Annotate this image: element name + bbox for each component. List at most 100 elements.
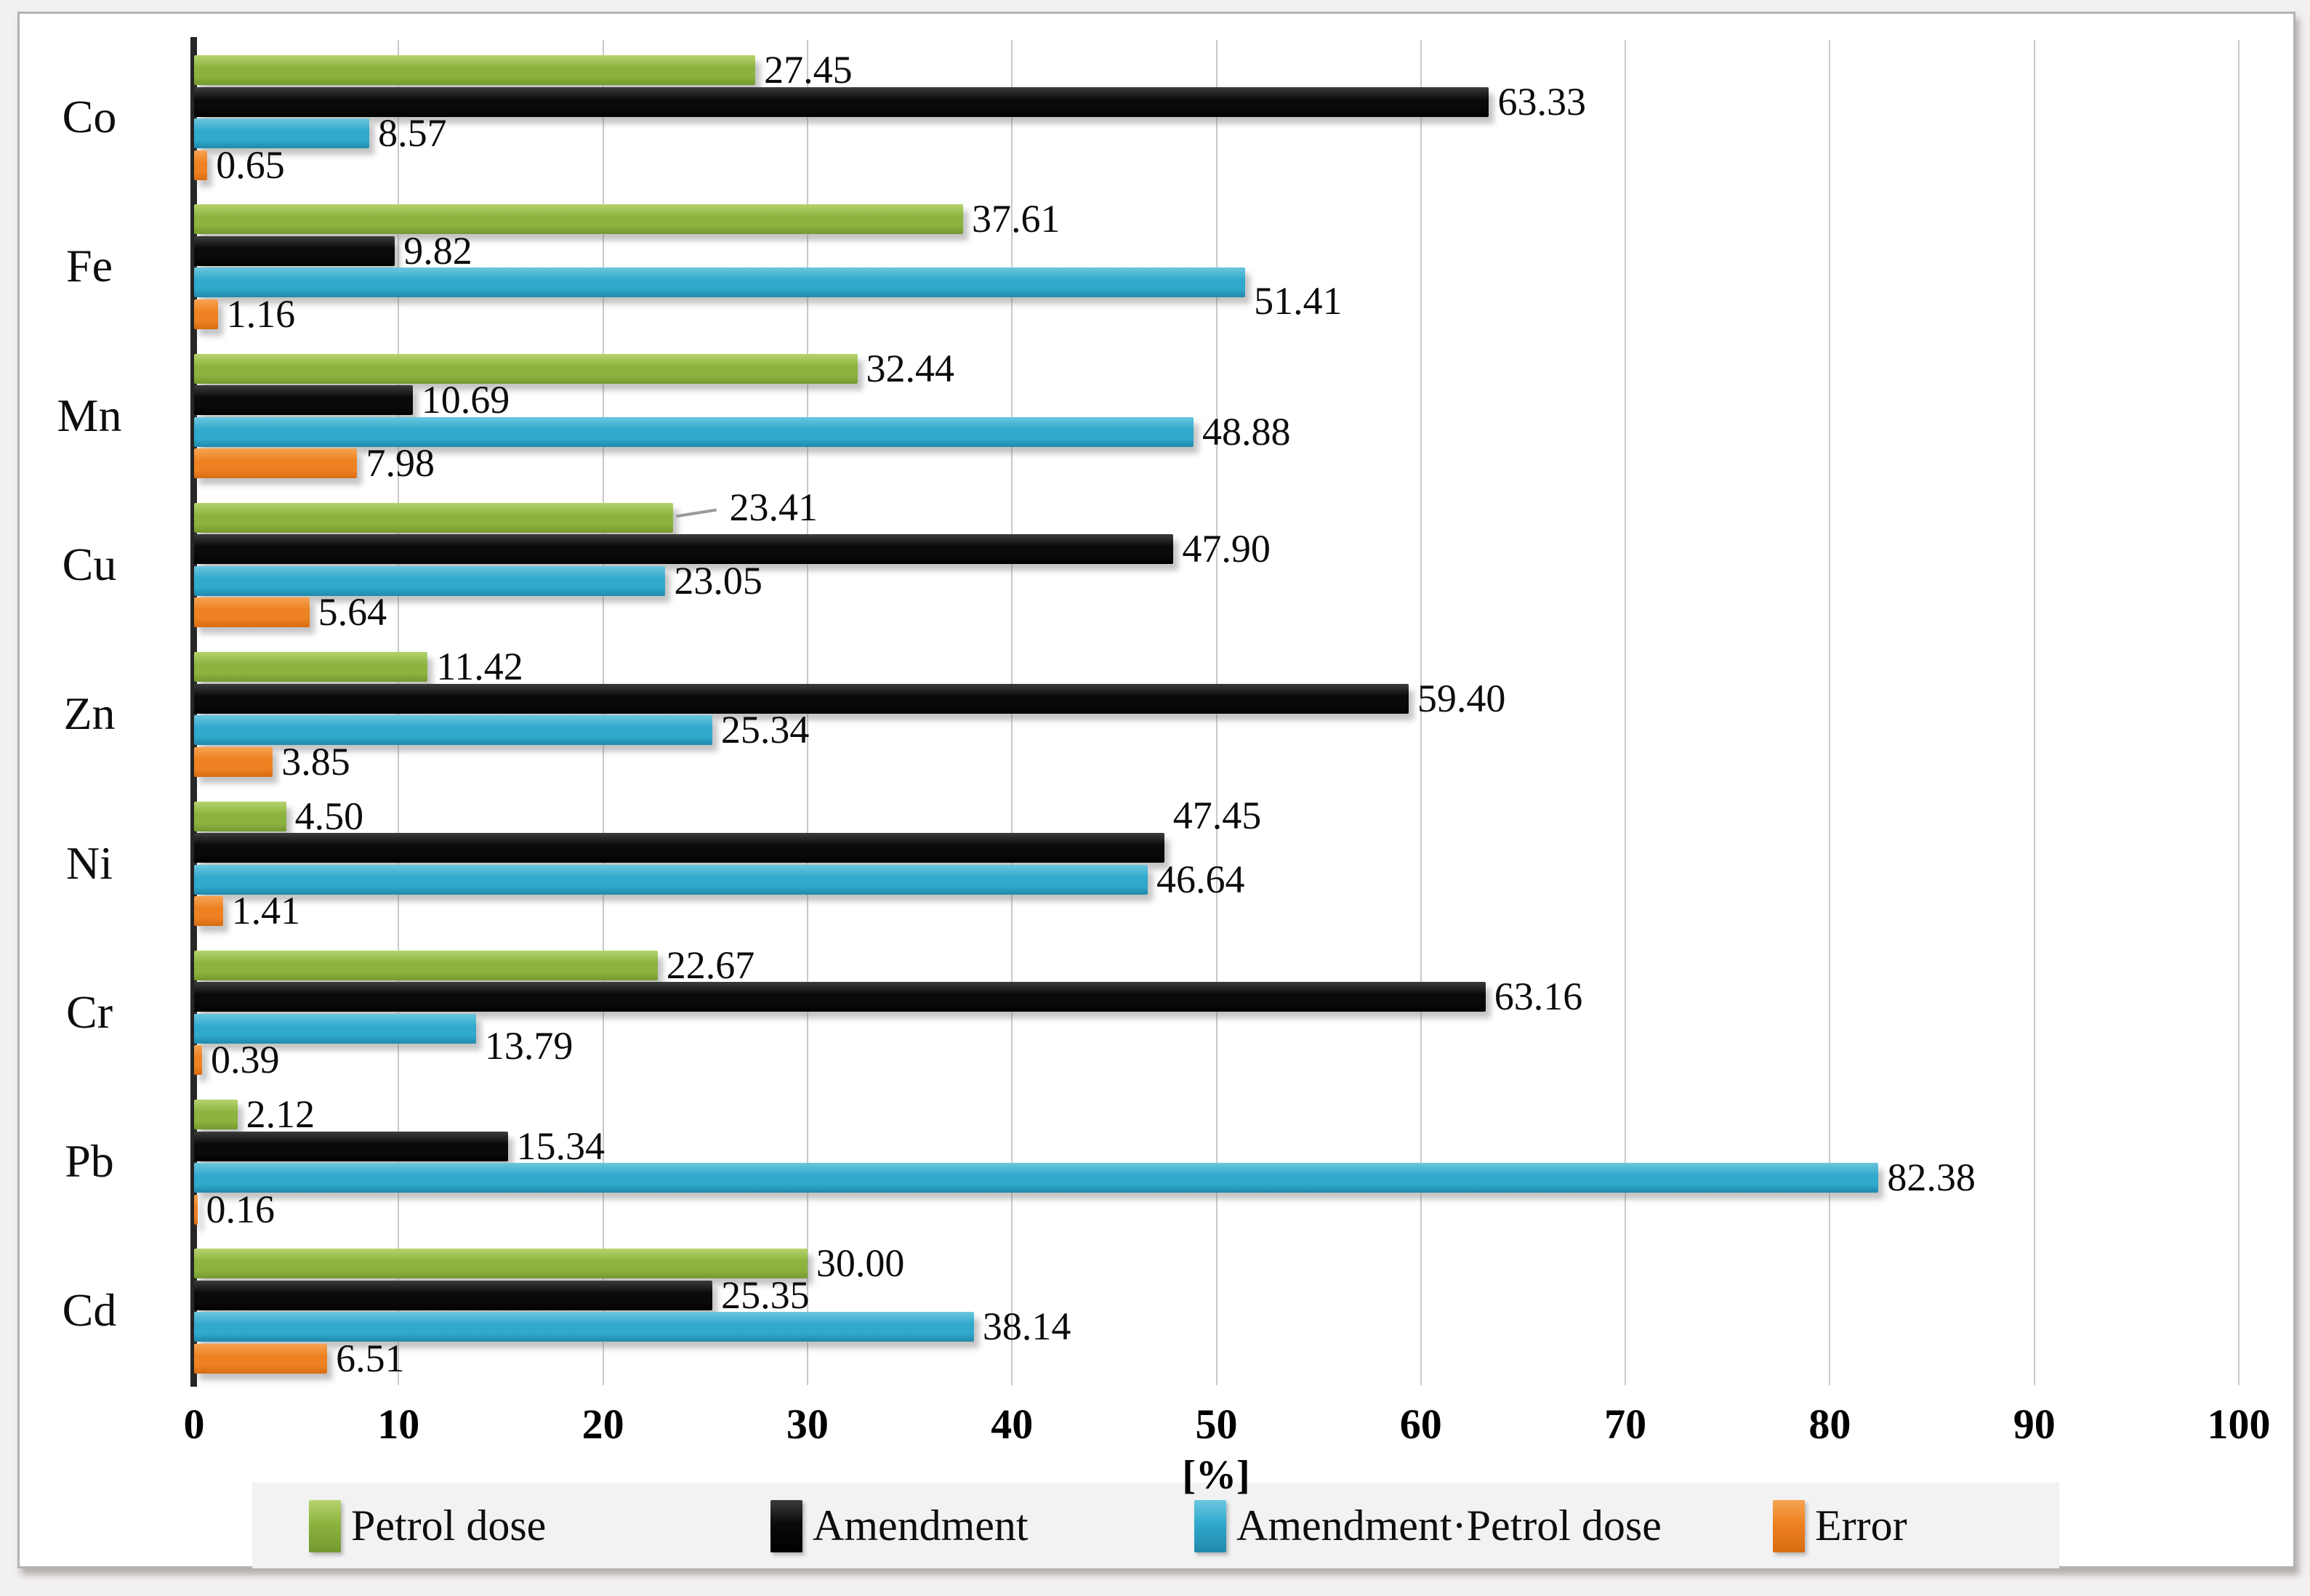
category-label-cu: Cu (62, 538, 117, 590)
value-label: 11.42 (436, 645, 523, 689)
bar-cr-2 (194, 982, 1486, 1012)
bar-cu-3 (194, 565, 666, 596)
value-label: 1.41 (231, 889, 301, 932)
bar-cd-2 (194, 1280, 713, 1310)
value-label: 63.16 (1494, 975, 1583, 1019)
value-label: 38.14 (982, 1305, 1071, 1349)
value-label: 32.44 (866, 346, 955, 390)
value-label: 23.05 (674, 558, 762, 602)
value-label: 2.12 (246, 1092, 315, 1137)
value-label: 27.45 (764, 48, 853, 92)
legend-swatch-icon (309, 1500, 341, 1552)
bar-cu-1 (194, 502, 673, 533)
bar-co-3 (194, 118, 370, 148)
bar-cd-3 (194, 1312, 974, 1342)
category-label-fe: Fe (66, 240, 113, 292)
value-label: 4.50 (294, 794, 364, 838)
x-tick-label-10: 10 (377, 1400, 420, 1448)
x-tick-label-90: 90 (2013, 1400, 2056, 1448)
bar-cr-3 (194, 1013, 476, 1044)
legend-label: Petrol dose (351, 1502, 547, 1549)
legend-label: Amendment·Petrol dose (1236, 1502, 1662, 1549)
value-label: 48.88 (1202, 409, 1291, 454)
legend-swatch-icon (1773, 1500, 1805, 1552)
legend: Petrol dose Amendment Amendment·Petrol dos… (252, 1483, 2059, 1568)
bar-mn-4 (194, 448, 358, 479)
value-label: 0.39 (210, 1038, 280, 1082)
x-tick-label-40: 40 (991, 1400, 1034, 1448)
bar-cu-4 (194, 597, 310, 628)
bar-zn-2 (194, 683, 1409, 714)
bar-cr-1 (194, 950, 658, 980)
legend-label: Amendment (813, 1502, 1029, 1549)
value-label: 0.65 (216, 142, 285, 187)
x-tick-label-70: 70 (1604, 1400, 1647, 1448)
bar-mn-3 (194, 416, 1194, 447)
value-label: 47.45 (1172, 794, 1262, 837)
category-label-cr: Cr (66, 986, 113, 1038)
x-tick-label-30: 30 (786, 1400, 829, 1448)
y-axis-line (190, 37, 197, 1387)
bar-cr-4 (194, 1045, 202, 1076)
value-label: 9.82 (403, 228, 472, 273)
value-label: 37.61 (971, 197, 1061, 241)
value-label: 82.38 (1887, 1156, 1976, 1200)
gridline-90 (2033, 40, 2035, 1385)
x-tick-label-60: 60 (1399, 1400, 1442, 1448)
bar-ni-1 (194, 801, 286, 831)
value-label: 30.00 (816, 1241, 905, 1286)
bar-co-1 (194, 55, 756, 85)
value-label: 5.64 (318, 590, 387, 634)
value-label: 51.41 (1254, 279, 1343, 323)
x-tick-label-50: 50 (1195, 1400, 1238, 1448)
bar-fe-3 (194, 267, 1246, 298)
legend-swatch-icon (1194, 1500, 1226, 1552)
legend-swatch-icon (770, 1500, 802, 1552)
x-tick-label-20: 20 (581, 1400, 624, 1448)
value-label: 6.51 (336, 1336, 405, 1380)
bar-co-2 (194, 86, 1489, 117)
category-label-pb: Pb (65, 1135, 114, 1188)
bar-ni-3 (194, 864, 1148, 895)
bar-fe-2 (194, 235, 395, 266)
category-label-cd: Cd (62, 1284, 117, 1337)
x-tick-label-80: 80 (1808, 1400, 1851, 1448)
gridline-60 (1420, 40, 1422, 1385)
bar-zn-1 (194, 652, 428, 682)
bar-cd-1 (194, 1249, 808, 1279)
value-label: 7.98 (366, 441, 435, 485)
category-label-ni: Ni (66, 837, 113, 889)
category-label-zn: Zn (63, 688, 116, 740)
value-label: 23.41 (729, 485, 818, 529)
bar-mn-1 (194, 353, 858, 384)
bar-pb-2 (194, 1131, 508, 1161)
bar-pb-1 (194, 1100, 238, 1130)
value-label: 1.16 (226, 291, 296, 336)
bar-fe-4 (194, 299, 218, 329)
value-label: 8.57 (378, 111, 447, 155)
category-label-co: Co (62, 91, 117, 142)
bar-ni-2 (194, 833, 1164, 863)
value-label: 63.33 (1497, 79, 1586, 124)
value-label: 10.69 (421, 378, 510, 422)
value-label: 46.64 (1156, 857, 1245, 901)
value-label: 13.79 (484, 1023, 574, 1068)
gridline-100 (2238, 40, 2239, 1385)
bar-ni-4 (194, 896, 223, 926)
bar-fe-1 (194, 204, 963, 235)
value-label: 3.85 (281, 739, 350, 783)
bar-cu-2 (194, 534, 1174, 565)
bar-zn-4 (194, 746, 273, 777)
value-label: 15.34 (516, 1124, 605, 1168)
bar-co-4 (194, 150, 208, 180)
bar-zn-3 (194, 715, 712, 746)
gridline-80 (1829, 40, 1831, 1385)
legend-label: Error (1815, 1502, 1907, 1549)
value-label: 47.90 (1182, 527, 1271, 571)
x-axis-title: [%] (1182, 1453, 1250, 1498)
value-label: 22.67 (666, 943, 755, 987)
value-label: 25.35 (721, 1273, 810, 1317)
bar-mn-2 (194, 385, 413, 416)
value-label: 25.34 (720, 708, 810, 752)
